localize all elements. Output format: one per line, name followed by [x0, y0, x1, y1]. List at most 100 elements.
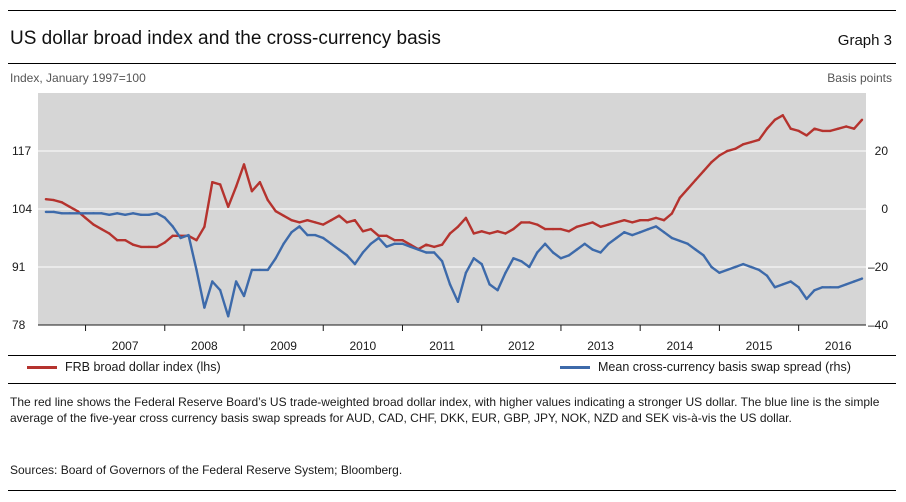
basis-swap-point: [504, 271, 507, 274]
dollar-index-point: [171, 234, 174, 237]
basis-swap-point: [242, 294, 246, 298]
basis-swap-point: [92, 212, 95, 215]
footnote: The red line shows the Federal Reserve B…: [10, 395, 880, 425]
dollar-index-point: [543, 227, 547, 231]
basis-swap-point: [203, 306, 206, 309]
dollar-index-point: [124, 239, 127, 242]
basis-swap-point: [591, 248, 594, 251]
basis-swap-point: [631, 233, 634, 237]
basis-swap-point: [353, 262, 357, 266]
dollar-index-point: [100, 227, 103, 231]
dollar-index-point: [385, 234, 388, 237]
legend-blue-swatch: [560, 365, 590, 369]
basis-swap-point: [567, 254, 571, 257]
dollar-index-point: [670, 212, 674, 215]
dollar-index-point: [369, 227, 372, 231]
dollar-index-point: [472, 232, 475, 235]
x-tick-label: 2008: [191, 339, 218, 353]
basis-swap-point: [234, 280, 238, 283]
basis-swap-point: [773, 286, 777, 289]
basis-swap-point: [440, 260, 444, 263]
basis-swap-point: [116, 212, 119, 215]
sources: Sources: Board of Governors of the Feder…: [10, 463, 403, 477]
dollar-index-point: [131, 243, 135, 246]
right-tick-label: 0: [881, 202, 888, 216]
basis-swap-point: [60, 212, 63, 215]
basis-swap-point: [425, 251, 428, 254]
basis-swap-point: [322, 236, 325, 240]
basis-swap-point: [155, 212, 159, 215]
basis-swap-point: [282, 242, 285, 245]
basis-swap-point: [837, 286, 840, 289]
basis-swap-point: [646, 228, 650, 231]
basis-swap-point: [330, 242, 333, 245]
basis-swap-point: [528, 265, 531, 269]
basis-swap-point: [615, 236, 618, 240]
dollar-index-point: [813, 127, 816, 130]
dollar-index-point: [306, 219, 309, 222]
basis-swap-point: [757, 268, 761, 272]
right-tick-label: –20: [868, 260, 888, 274]
basis-swap-point: [306, 233, 309, 237]
dollar-index-point: [773, 118, 777, 122]
dollar-index-point: [488, 232, 491, 235]
basis-swap-point: [187, 233, 190, 237]
dollar-index-point: [845, 125, 848, 128]
dollar-index-point: [623, 219, 626, 222]
x-tick-label: 2015: [746, 339, 773, 353]
basis-swap-point: [250, 268, 254, 272]
dollar-index-point: [551, 227, 555, 231]
basis-swap-point: [393, 242, 396, 245]
dollar-index-point: [702, 169, 705, 173]
basis-swap-point: [171, 225, 174, 228]
basis-swap-point: [718, 271, 721, 274]
dollar-index-point: [646, 219, 650, 222]
dollar-index-point: [60, 201, 63, 204]
dollar-index-point: [139, 245, 143, 249]
basis-swap-point: [124, 213, 127, 216]
basis-swap-point: [789, 280, 792, 283]
left-tick-label: 78: [12, 318, 26, 332]
basis-swap-point: [551, 251, 555, 254]
series-lines: [44, 114, 864, 318]
dollar-index-point: [765, 127, 769, 130]
basis-swap-point: [702, 254, 705, 257]
dollar-index-point: [353, 219, 357, 222]
basis-swap-point: [512, 257, 515, 260]
legend-red-label: FRB broad dollar index (lhs): [65, 360, 221, 374]
basis-swap-point: [797, 286, 800, 289]
basis-swap-point: [139, 213, 143, 216]
dollar-index-point: [607, 223, 610, 226]
dollar-index-point: [242, 163, 246, 166]
basis-swap-point: [52, 210, 55, 214]
basis-swap-point: [377, 236, 380, 240]
chart-bottom-rule: [8, 355, 896, 356]
basis-swap-point: [337, 248, 341, 251]
x-tick-label: 2010: [350, 339, 377, 353]
basis-swap-point: [472, 257, 475, 260]
bottom-rule: [8, 490, 896, 491]
basis-swap-point: [266, 268, 269, 272]
legend-red: FRB broad dollar index (lhs): [27, 360, 221, 374]
dollar-index-point: [805, 134, 808, 137]
basis-swap-point: [131, 212, 135, 215]
dollar-index-point: [559, 227, 563, 231]
dollar-index-point: [837, 127, 840, 130]
basis-swap-point: [821, 286, 824, 289]
basis-swap-point: [480, 262, 483, 266]
dollar-index-point: [860, 118, 864, 122]
dollar-index-point: [520, 221, 523, 224]
dollar-index-point: [433, 245, 436, 249]
basis-swap-point: [448, 283, 452, 286]
dollar-index-point: [718, 154, 721, 157]
dollar-index-point: [84, 216, 87, 220]
basis-swap-point: [496, 289, 499, 292]
dollar-index-point: [219, 183, 222, 186]
dollar-index-point: [147, 245, 151, 249]
dollar-index-point: [68, 205, 71, 208]
dollar-index-point: [258, 181, 262, 184]
basis-swap-point: [662, 231, 666, 234]
dollar-index-point: [345, 221, 349, 224]
dollar-index-point: [155, 245, 159, 249]
basis-swap-point: [345, 254, 349, 257]
